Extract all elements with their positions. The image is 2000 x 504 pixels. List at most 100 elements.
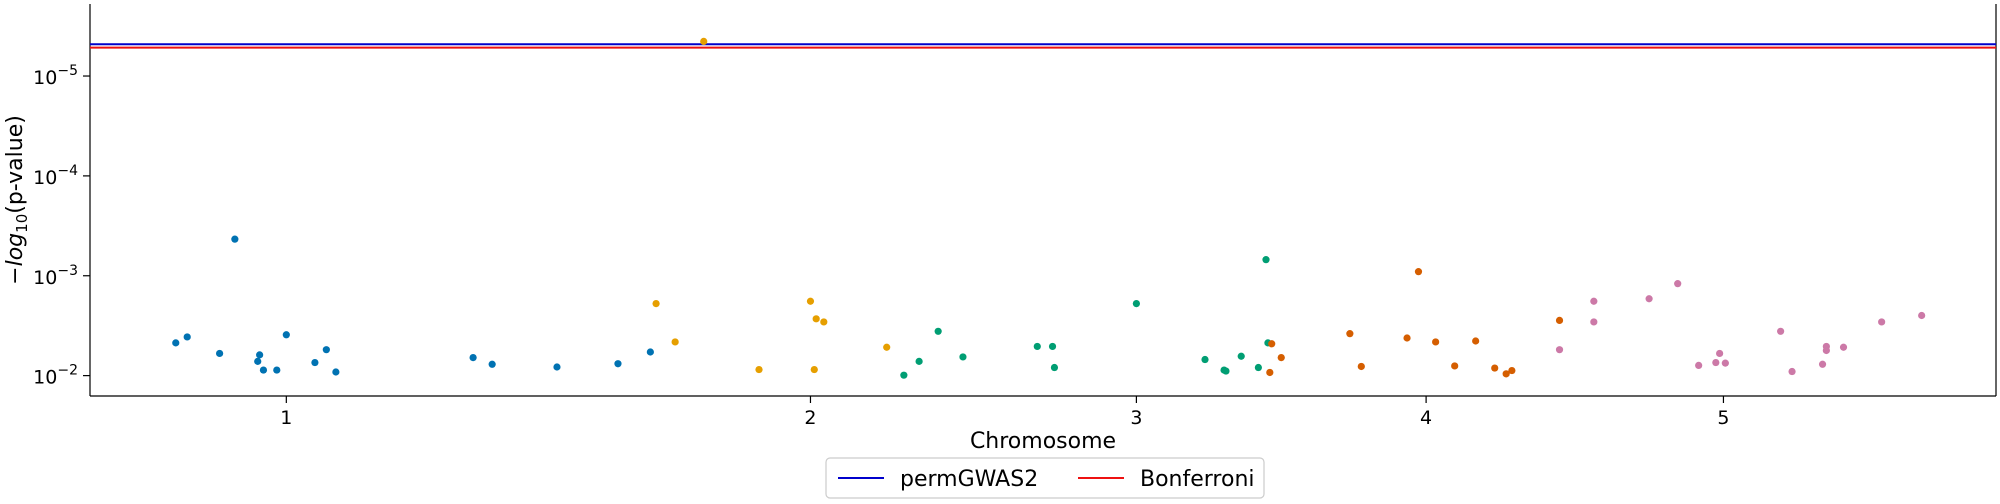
data-point-chr3 (1132, 299, 1140, 308)
data-point-chr5 (1674, 280, 1682, 288)
data-point-chr4 (1451, 362, 1459, 370)
data-points (172, 37, 1926, 379)
y-tick-label: 10−5 (33, 63, 78, 89)
data-point-chr3 (1048, 342, 1057, 351)
data-point-chr3 (1033, 342, 1041, 351)
data-point-chr5 (1818, 360, 1827, 368)
data-point-chr5 (1918, 311, 1926, 320)
data-point-chr1 (469, 353, 477, 362)
y-ticks: 10−210−310−410−5 (33, 63, 90, 389)
y-tick-base: 10 (33, 267, 57, 289)
data-point-chr1 (332, 368, 340, 376)
legend-frame (825, 457, 1265, 499)
data-point-chr1 (254, 357, 262, 365)
data-point-chr5 (1788, 367, 1796, 376)
data-point-chr1 (259, 366, 268, 374)
data-point-chr5 (1555, 346, 1564, 354)
data-point-chr5 (1695, 361, 1703, 369)
data-point-chr1 (646, 348, 654, 356)
data-point-chr5 (1878, 318, 1886, 326)
data-point-chr3 (959, 353, 967, 361)
y-tick-base: 10 (33, 167, 57, 189)
data-point-chr5 (1645, 295, 1653, 303)
data-point-chr2 (820, 318, 828, 326)
y-tick-base: 10 (33, 367, 57, 389)
y-tick-exponent: −3 (57, 263, 78, 279)
y-axis-title-suffix: (p-value) (3, 115, 28, 214)
legend-label-bonferroni: Bonferroni (1140, 467, 1255, 492)
data-point-chr5 (1590, 318, 1598, 326)
data-point-chr1 (216, 349, 224, 358)
x-tick-label: 3 (1130, 407, 1142, 429)
data-point-chr1 (488, 360, 496, 368)
data-point-chr1 (172, 339, 180, 347)
data-point-chr4 (1277, 353, 1285, 362)
data-point-chr1 (231, 235, 239, 243)
data-point-chr3 (1201, 355, 1209, 364)
y-tick-exponent: −5 (57, 63, 78, 79)
data-point-chr3 (1050, 363, 1059, 372)
data-point-chr1 (322, 346, 330, 354)
data-point-chr1 (553, 363, 561, 371)
x-ticks: 1 2 3 4 5 (280, 396, 1729, 429)
data-point-chr1 (183, 333, 191, 341)
x-tick-label: 1 (280, 407, 292, 429)
data-point-chr1 (614, 360, 622, 368)
data-point-chr3 (934, 327, 942, 335)
data-point-chr5 (1716, 349, 1724, 358)
data-point-chr4 (1346, 330, 1354, 338)
data-point-chr4 (1403, 334, 1411, 342)
data-point-chr2 (810, 365, 818, 374)
data-point-chr4 (1472, 337, 1480, 345)
data-point-chr1 (282, 331, 290, 339)
data-point-chr5 (1777, 327, 1785, 335)
x-tick-label: 4 (1420, 407, 1432, 429)
x-tick-label: 5 (1717, 407, 1729, 429)
data-point-chr5 (1590, 297, 1598, 305)
y-axis-title: −log10(p-value) (3, 115, 31, 285)
data-point-chr1 (311, 358, 319, 367)
y-tick-exponent: −2 (57, 363, 78, 379)
data-point-chr5 (1839, 343, 1848, 351)
data-point-chr2 (700, 37, 708, 45)
data-point-chr2 (812, 315, 820, 323)
y-tick-base: 10 (33, 67, 57, 89)
y-tick-label: 10−4 (33, 163, 78, 189)
data-point-chr3 (1254, 363, 1262, 372)
legend-label-permgwas2: permGWAS2 (900, 467, 1038, 492)
y-tick-label: 10−2 (33, 363, 78, 389)
data-point-chr3 (1237, 352, 1245, 360)
data-point-chr2 (806, 297, 815, 305)
data-point-chr3 (900, 371, 908, 379)
data-point-chr5 (1712, 358, 1720, 367)
data-point-chr4 (1357, 362, 1365, 371)
data-point-chr2 (652, 299, 660, 308)
data-point-chr3 (1262, 256, 1270, 264)
data-point-chr1 (256, 351, 264, 359)
data-point-chr2 (755, 365, 763, 374)
data-point-chr4 (1414, 268, 1423, 276)
data-point-chr4 (1432, 338, 1440, 346)
data-point-chr5 (1721, 359, 1729, 367)
data-point-chr4 (1491, 364, 1499, 372)
data-point-chr3 (915, 357, 923, 365)
y-tick-label: 10−3 (33, 263, 78, 289)
y-axis-title-prefix: −log (3, 233, 28, 285)
x-tick-label: 2 (804, 407, 816, 429)
data-point-chr5 (1822, 346, 1830, 355)
data-point-chr4 (1266, 368, 1274, 377)
axes (89, 4, 1997, 397)
data-point-chr3 (1222, 367, 1230, 375)
y-axis-title-sub: 10 (13, 214, 31, 233)
data-point-chr4 (1502, 370, 1510, 378)
data-point-chr4 (1268, 340, 1276, 348)
x-axis-title: Chromosome (970, 429, 1116, 454)
data-point-chr2 (883, 343, 891, 351)
data-point-chr2 (671, 338, 679, 346)
data-point-chr4 (1555, 316, 1564, 325)
data-point-chr4 (1508, 366, 1516, 375)
threshold-lines (90, 43, 1996, 49)
legend: permGWAS2 Bonferroni (825, 457, 1265, 499)
